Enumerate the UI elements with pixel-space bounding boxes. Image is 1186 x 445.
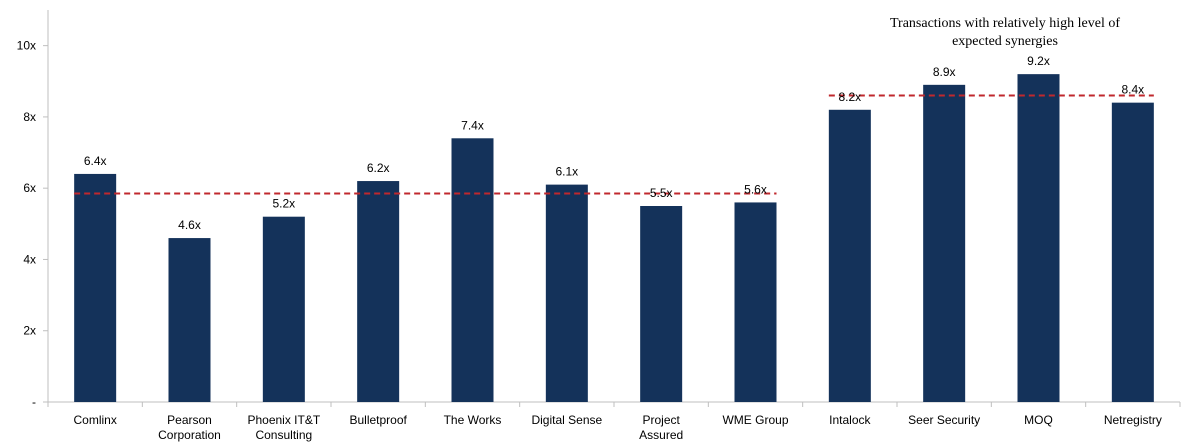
category-label: Pearson Corporation (158, 413, 221, 442)
data-label: 6.2x (367, 161, 390, 175)
y-tick-label: 8x (23, 110, 36, 124)
bars (74, 74, 1154, 402)
category-label: Seer Security (908, 413, 980, 427)
bar (357, 181, 399, 402)
bar (735, 202, 777, 402)
data-label: 5.5x (650, 186, 673, 200)
bar (923, 85, 965, 402)
data-label: 6.1x (555, 165, 578, 179)
bar (74, 174, 116, 402)
bar (640, 206, 682, 402)
bar (452, 138, 494, 402)
category-labels: Comlinx Pearson Corporation Phoenix IT&T Con… (73, 413, 1161, 442)
category-label: Comlinx (73, 413, 116, 427)
bar (1018, 74, 1060, 402)
data-label: 5.6x (744, 182, 767, 196)
category-label: Phoenix IT&T Consulting (247, 413, 320, 442)
data-label: 5.2x (272, 197, 295, 211)
y-tick-label: 6x (23, 181, 36, 195)
data-label: 9.2x (1027, 54, 1050, 68)
y-tick-label: 10x (17, 39, 36, 53)
category-label: Project Assured (639, 413, 683, 442)
category-label: Bulletproof (349, 413, 407, 427)
category-label: Intalock (829, 413, 871, 427)
bar (169, 238, 211, 402)
data-label: 8.9x (933, 65, 956, 79)
bar (546, 185, 588, 402)
category-label: WME Group (722, 413, 788, 427)
category-label: Netregistry (1104, 413, 1162, 427)
annotation: Transactions with relatively high level … (890, 16, 1120, 49)
bar (1112, 103, 1154, 402)
data-label: 4.6x (178, 218, 201, 232)
data-label: 8.4x (1121, 83, 1144, 97)
data-label: 6.4x (84, 154, 107, 168)
y-tick-label: 4x (23, 252, 36, 266)
y-tick-label: - (32, 395, 36, 409)
average-lines (74, 96, 1154, 194)
category-label: MOQ (1024, 413, 1053, 427)
category-label: The Works (444, 413, 502, 427)
category-label: Digital Sense (531, 413, 602, 427)
data-label: 8.2x (838, 90, 861, 104)
bar (263, 217, 305, 402)
data-label: 7.4x (461, 118, 484, 132)
data-labels: 6.4x 4.6x 5.2x 6.2x 7.4x 6.1x 5.5x 5.6x 8.2x 8.9x… (84, 54, 1144, 232)
bar (829, 110, 871, 402)
y-tick-label: 2x (23, 324, 36, 338)
